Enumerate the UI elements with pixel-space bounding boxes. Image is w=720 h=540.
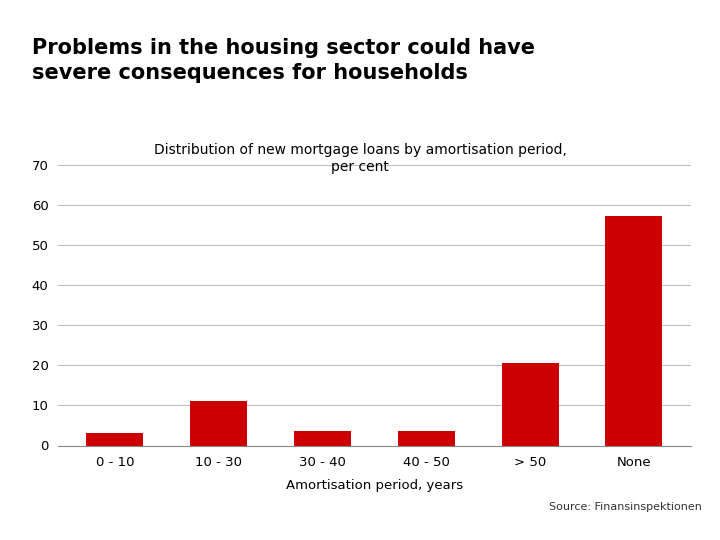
Text: RIKSBANK: RIKSBANK	[635, 62, 679, 71]
Bar	[606, 216, 662, 446]
Bar	[294, 431, 351, 446]
Text: Source: Finansinspektionen: Source: Finansinspektionen	[549, 502, 702, 512]
Bar	[502, 363, 559, 446]
Text: SVERIGES: SVERIGES	[636, 46, 678, 55]
Bar	[397, 431, 455, 446]
Bar	[86, 433, 143, 446]
X-axis label: Amortisation period, years: Amortisation period, years	[286, 478, 463, 491]
Bar	[190, 401, 247, 446]
Text: * * *: * * *	[647, 22, 667, 32]
Text: Problems in the housing sector could have
severe consequences for households: Problems in the housing sector could hav…	[32, 38, 536, 83]
Text: Distribution of new mortgage loans by amortisation period,
per cent: Distribution of new mortgage loans by am…	[153, 143, 567, 174]
